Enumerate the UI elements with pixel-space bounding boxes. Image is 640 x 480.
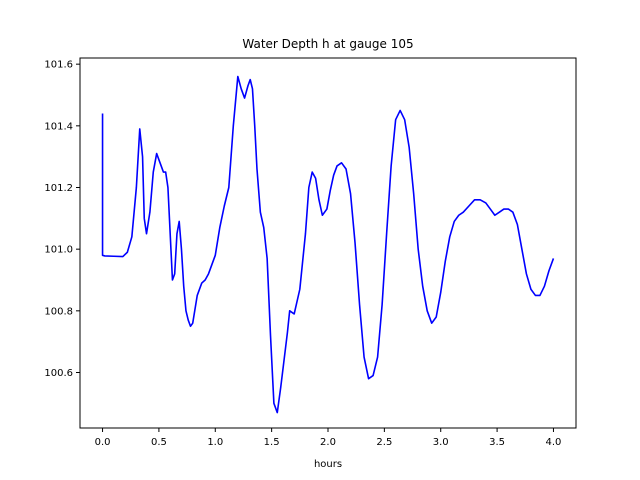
y-tick-label: 101.6 xyxy=(44,60,73,71)
y-tick-label: 101.2 xyxy=(44,183,73,194)
y-tick-label: 101.0 xyxy=(44,245,73,256)
x-tick-label: 0.0 xyxy=(95,437,111,448)
y-axis: 100.6 100.8 101.0 101.2 101.4 101.6 xyxy=(44,60,80,379)
x-tick-label: 2.5 xyxy=(376,437,392,448)
x-tick-label: 1.0 xyxy=(207,437,223,448)
series-line-0 xyxy=(101,75,555,414)
x-tick-label: 3.0 xyxy=(433,437,449,448)
chart-title: Water Depth h at gauge 105 xyxy=(242,37,413,51)
x-axis-label: hours xyxy=(314,459,342,470)
x-tick-label: 0.5 xyxy=(151,437,167,448)
x-axis: 0.0 0.5 1.0 1.5 2.0 2.5 3.0 3.5 4.0 xyxy=(95,428,562,448)
x-tick-label: 2.0 xyxy=(320,437,336,448)
x-tick-label: 4.0 xyxy=(546,437,562,448)
y-tick-label: 100.8 xyxy=(44,306,73,317)
plot-area xyxy=(101,75,555,414)
y-tick-label: 101.4 xyxy=(44,121,73,132)
y-tick-label: 100.6 xyxy=(44,368,73,379)
x-tick-label: 1.5 xyxy=(264,437,280,448)
x-tick-label: 3.5 xyxy=(489,437,505,448)
